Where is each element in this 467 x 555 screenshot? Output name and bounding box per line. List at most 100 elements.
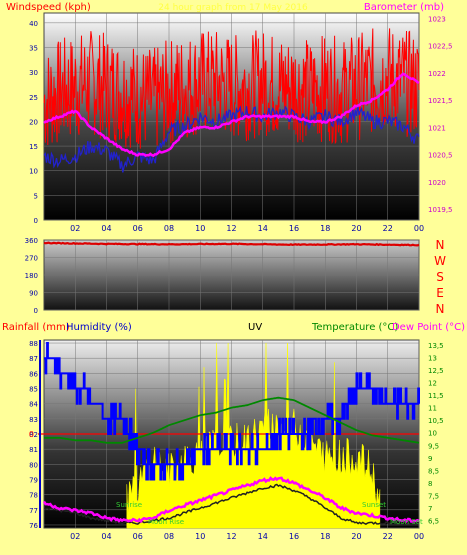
wind-y2-tick-label: 1022,5 [428, 43, 453, 51]
apparent-temperature-line [42, 476, 420, 524]
direction-y-tick-label: 270 [25, 255, 38, 263]
temp-y-tick-label: 87 [29, 355, 38, 363]
rainfall-axis-title: Rainfall (mm) [2, 322, 70, 333]
temp-x-tick-label: 06 [133, 532, 143, 541]
rain-zero-label: 0 [29, 430, 34, 439]
temp-y-tick-label: 78 [29, 492, 38, 500]
sunrise-label: Sunrise [116, 501, 142, 509]
temp-x-tick-label: 16 [289, 532, 299, 541]
temp-y-tick-label: 79 [29, 476, 38, 484]
temp-y-tick-label: 84 [29, 401, 38, 409]
graph-title: 24 hour graph from 17 May 2016 [158, 3, 308, 13]
wind-x-tick-label: 12 [226, 224, 236, 233]
wind-y-tick-label: 0 [34, 217, 38, 225]
wind-y-tick-label: 20 [29, 118, 38, 126]
temp-y2-tick-label: 12 [428, 380, 437, 388]
wind-direction-grid [44, 239, 420, 311]
temp-y2-tick-label: 10 [428, 430, 437, 438]
wind-y2-tick-label: 1021,5 [428, 97, 453, 105]
wind-y2-tick-label: 1020,5 [428, 152, 453, 160]
direction-y-tick-label: 0 [34, 307, 38, 315]
wind-x-tick-label: 10 [195, 224, 205, 233]
temp-y-tick-label: 77 [29, 507, 38, 515]
wind-y2-tick-label: 1023 [428, 15, 446, 23]
temp-y2-tick-label: 7 [428, 505, 432, 513]
temp-y2-tick-label: 10,5 [428, 417, 444, 425]
temp-x-tick-label: 20 [351, 532, 361, 541]
temp-x-tick-label: 08 [164, 532, 174, 541]
windspeed-axis-title: Windspeed (kph) [6, 2, 91, 13]
windspeed-line [43, 28, 420, 149]
wind-y-tick-label: 40 [29, 20, 38, 28]
temp-y-tick-label: 88 [29, 340, 38, 348]
wind-x-tick-label: 16 [289, 224, 299, 233]
temp-y2-tick-label: 7,5 [428, 492, 439, 500]
wind-x-tick-label: 08 [164, 224, 174, 233]
temp-y2-tick-label: 9,5 [428, 442, 439, 450]
barometer-line [43, 72, 420, 158]
compass-w: W [434, 254, 446, 268]
temp-y2-tick-label: 6,5 [428, 517, 439, 525]
temp-x-tick-label: 14 [258, 532, 268, 541]
direction-y-tick-label: 90 [29, 290, 38, 298]
wind-y2-tick-label: 1022 [428, 70, 446, 78]
temp-x-tick-label: 02 [70, 532, 80, 541]
temp-y2-tick-label: 11 [428, 405, 437, 413]
wind-y2-tick-label: 1020 [428, 179, 446, 187]
wind-x-tick-label: 02 [70, 224, 80, 233]
dewpoint-line [43, 483, 420, 526]
temp-y-tick-label: 81 [29, 446, 38, 454]
temp-series [38, 342, 420, 529]
wind-direction-series [43, 241, 420, 247]
compass-e: E [436, 286, 444, 300]
wind-axes: 02 04 06 08 10 12 14 16 18 20 22 000510152025303540… [29, 15, 452, 233]
moonrise-label: Moon Rise [148, 518, 184, 526]
wind-x-tick-label: 22 [383, 224, 393, 233]
wind-direction-line [43, 241, 420, 247]
sunset-label: Sunset [362, 501, 386, 509]
temp-y2-tick-label: 12,5 [428, 367, 444, 375]
temp-x-tick-label: 12 [226, 532, 236, 541]
temp-y-tick-label: 82 [29, 431, 38, 439]
temp-y2-tick-label: 13,5 [428, 342, 444, 350]
temp-y-tick-label: 85 [29, 386, 38, 394]
wind-x-tick-label: 04 [101, 224, 111, 233]
wind-x-tick-label: 18 [320, 224, 330, 233]
temp-x-tick-label: 18 [320, 532, 330, 541]
wind-y-tick-label: 25 [29, 94, 38, 102]
compass-n-top: N [436, 238, 445, 252]
temp-y-tick-label: 80 [29, 461, 38, 469]
wind-direction-axes: 0 90 180 270 360 [25, 237, 38, 315]
wind-x-tick-label: 06 [133, 224, 143, 233]
temp-y2-tick-label: 8,5 [428, 467, 439, 475]
temp-x-tick-label: 00 [414, 532, 424, 541]
temp-y2-tick-label: 11,5 [428, 392, 444, 400]
wind-y-tick-label: 30 [29, 69, 38, 77]
wind-series [43, 28, 420, 173]
direction-y-tick-label: 360 [25, 237, 38, 245]
wind-y2-tick-label: 1021 [428, 124, 446, 132]
wind-y2-tick-label: 1019,5 [428, 206, 453, 214]
wind-y-tick-label: 35 [29, 45, 38, 53]
temperature-line [44, 396, 420, 444]
wind-y-tick-label: 10 [29, 168, 38, 176]
temp-x-tick-label: 10 [195, 532, 205, 541]
wind-y-tick-label: 15 [29, 143, 38, 151]
temp-x-tick-label: 22 [383, 532, 393, 541]
humidity-line [44, 342, 420, 481]
temp-y-tick-label: 83 [29, 416, 38, 424]
dewpoint-axis-title: Dew Point (°C) [392, 322, 465, 333]
wind-x-tick-label: 14 [258, 224, 268, 233]
wind-x-tick-label: 20 [351, 224, 361, 233]
compass-s: S [436, 270, 444, 284]
compass-n-bottom: N [436, 302, 445, 316]
temperature-axis-title: Temperature (°C) [311, 322, 398, 333]
temp-axes: 02 04 06 08 10 12 14 16 18 20 22 007677787980818283… [29, 340, 444, 541]
uv-axis-title: UV [248, 322, 262, 333]
humidity-axis-title: Humidity (%) [66, 322, 132, 333]
temp-y2-tick-label: 8 [428, 480, 432, 488]
moonset-label: Moon Set [390, 518, 423, 526]
temp-y-tick-label: 86 [29, 370, 38, 378]
temp-y2-tick-label: 9 [428, 455, 432, 463]
